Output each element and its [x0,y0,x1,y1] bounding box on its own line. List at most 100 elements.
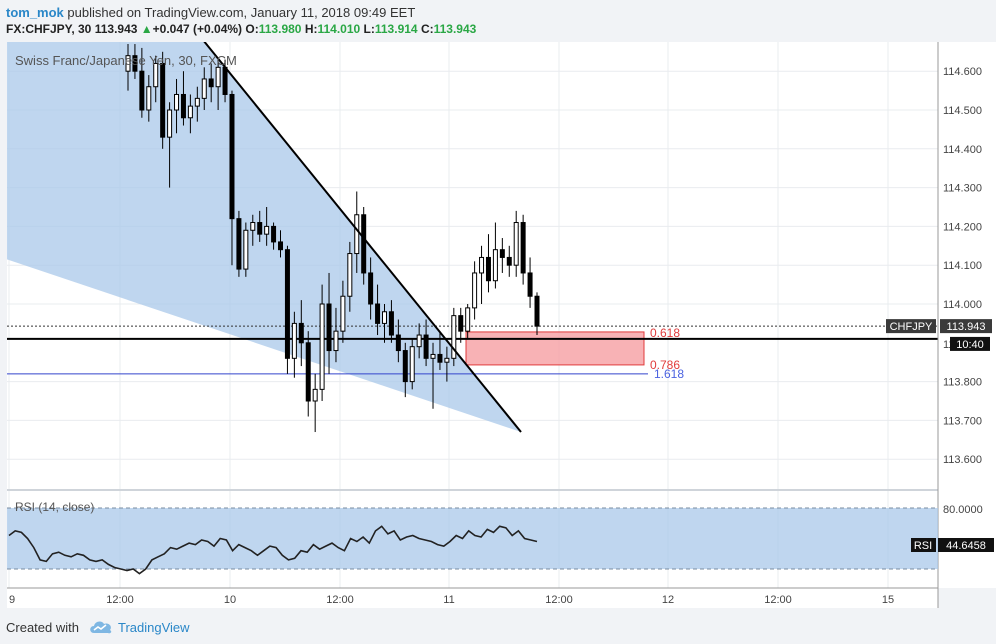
time-tick-label: 12:00 [106,594,134,606]
candle-body [160,62,166,138]
symbol-name: FX:CHFJPY, 30 [6,22,92,36]
candle-body [492,249,498,282]
candle-body [375,303,381,324]
candle-body [499,249,505,258]
candle-body [485,256,491,282]
last-price-label: 113.943 [947,321,986,333]
price-tick-label: 113.600 [943,454,982,466]
tradingview-cloud-icon[interactable] [88,618,114,636]
high-value: 114.010 [317,22,361,36]
candle-body [520,222,526,274]
candle-body [139,70,145,111]
rsi-line [8,525,538,575]
time-tick-label: 12 [662,594,674,606]
time-axis[interactable] [7,588,938,608]
candle-body [430,353,436,359]
candle-body [506,256,512,266]
tradingview-brand-link[interactable]: TradingView [118,620,190,635]
close-value: 113.943 [433,22,477,36]
time-tick-label: 9 [9,594,15,606]
candle-body [229,93,235,220]
countdown-label: 10:40 [956,339,984,351]
last-value: 113.943 [94,22,138,36]
candle-body [264,225,270,235]
fib-0618-label: 0.618 [650,326,680,340]
candle-body [132,55,138,72]
fib-1618-label: 1.618 [654,367,684,381]
symbol-legend: FX:CHFJPY, 30 113.943 ▲+0.047 (+0.04%) O… [6,22,476,36]
candle-body [222,66,228,95]
candle-body [180,93,186,119]
candle-body [291,322,297,359]
price-tick-label: 114.200 [943,221,982,233]
rsi-upper-tick: 80.0000 [943,504,983,516]
price-axis[interactable] [938,42,996,588]
publish-line: tom_mok published on TradingView.com, Ja… [6,5,415,20]
open-value: 113.980 [258,22,302,36]
candle-body [298,322,304,344]
candle-body [284,249,290,359]
close-label: C: [420,22,434,36]
price-tick-labels: 114.600 114.500 114.400 114.300 114.200 114.1… [943,66,982,466]
candle-body [347,253,353,297]
price-tick-label: 114.000 [943,299,982,311]
candle-body [354,214,360,255]
candle-body [201,78,207,99]
candle-body [236,218,242,270]
fib-0786-label: 0.786 [650,358,680,372]
candle-body [513,222,519,266]
price-tick-label: 114.400 [943,144,982,156]
published-text: published on TradingView.com, January 11… [67,5,416,20]
change-value: +0.047 (+0.04%) [152,22,243,36]
footer: Created with TradingView [0,612,996,644]
partial-price-tick: 11 [943,339,954,351]
candle-body [423,334,429,359]
high-label: H: [304,22,318,36]
open-label: O: [245,22,259,36]
symbol-badge-label: CHFJPY [890,321,933,333]
time-tick-labels: 9 12:00 10 12:00 11 12:00 12 12:00 15 [9,594,894,606]
price-tick-label: 114.100 [943,260,982,272]
candle-body [381,311,387,324]
author-link[interactable]: tom_mok [6,5,64,20]
price-tick-label: 114.300 [943,183,982,195]
candle-body [271,225,277,243]
fib-retracement-zone[interactable] [465,331,645,366]
up-arrow-icon: ▲ [140,22,153,36]
rsi-badge [911,538,936,552]
time-tick-label: 12:00 [764,594,792,606]
candle-body [361,214,367,274]
rsi-badge-label: RSI [914,540,932,552]
chart-area[interactable]: 0.618 0.786 1.618 Swiss Franc/Japanese Y… [0,42,996,614]
candle-body [305,342,311,402]
candle-body [409,346,415,383]
trend-line[interactable] [200,42,522,433]
low-value: 113.914 [374,22,418,36]
candle-body [208,78,214,88]
candle-body [312,388,318,402]
candle-body [402,350,408,383]
rsi-band [7,508,938,569]
candle-body [257,222,263,235]
candle-body [278,241,284,251]
price-tick-label: 113.700 [943,415,982,427]
chart-title: Swiss Franc/Japanese Yen, 30, FXCM [15,53,237,68]
candle-body [534,295,540,327]
candle-body [215,66,221,88]
candle-body [451,315,457,359]
candle-body [146,86,152,111]
candle-body [416,334,422,348]
time-tick-label: 12:00 [326,594,354,606]
candle-body [368,272,374,305]
candle-body [167,109,173,138]
candles [125,44,540,433]
candle-body [395,334,401,352]
rsi-value-label: 44.6458 [946,540,986,552]
candle-body [444,357,450,363]
candle-body [458,315,464,332]
candle-body [319,303,325,390]
candle-body [194,97,200,107]
candle-body [465,307,471,332]
candle-body [472,272,478,309]
candle-body [153,62,159,88]
